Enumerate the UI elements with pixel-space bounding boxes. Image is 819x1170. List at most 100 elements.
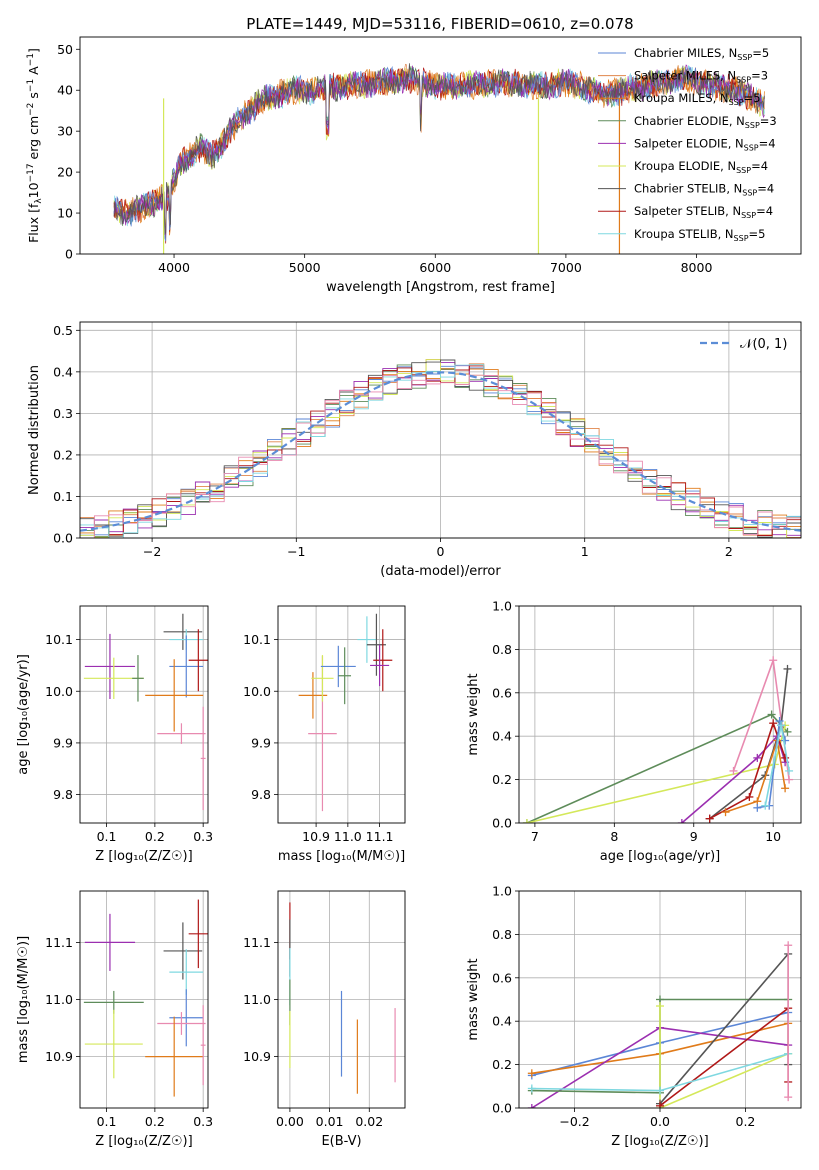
error-cross-point [157,1012,206,1035]
weight-line [526,725,786,823]
plus-marker [775,717,784,726]
grid-weight_vs_age [519,605,801,824]
axes-weight_vs_age: 7 8 9 10 0.0 0.2 0.4 0.6 0.8 1.0 [492,599,801,844]
legend-entry: Salpeter ELODIE, NSSP=4 [634,136,776,152]
legend-nssp-value: 4 [767,182,774,196]
y-tick-label: 0.4 [492,1014,512,1029]
y-tick-label: 1.0 [492,884,512,899]
axes-residuals: −2 −1 0 1 2 0.0 0.1 0.2 0.3 0.4 0.5 [53,322,801,559]
plus-marker [769,719,778,728]
error-cross-point [357,616,377,663]
x-tick-label: 0.1 [97,829,117,844]
y-tick-label: 20 [57,165,73,180]
legend-model: Chabrier MILES [634,46,721,60]
legend-nssp-label: , N [721,46,737,60]
y-tick-label: 0.6 [492,970,512,985]
legend-nssp-eq: = [749,227,759,241]
plus-marker [781,753,790,762]
plus-marker [785,775,794,784]
x-tick-label: 4000 [158,260,190,275]
plot-area-age_vs_Z [83,613,208,811]
x-tick-label: 0.3 [193,1114,213,1129]
y-tick-label: 10.1 [243,632,271,647]
spectrum-line [113,67,765,236]
y-tick-label: 0.4 [492,729,512,744]
error-cross-point [188,629,208,692]
error-cross-point [169,989,204,1047]
x-tick-label: 8000 [681,260,713,275]
y-tick-label: 0.5 [53,323,73,338]
ylabel-part: erg cm [26,116,41,164]
y-tick-label: 0.0 [492,816,512,831]
x-axis-label: Z [log₁₀(Z/Z☉)] [611,1134,708,1149]
y-tick-label: 11.0 [243,992,271,1007]
legend-entry: Kroupa MILES, NSSP=5 [634,91,761,107]
y-tick-label: 0 [65,247,73,262]
legend-model: Salpeter STELIB [634,204,725,218]
error-cross-point [84,633,136,699]
legend-nssp-value: 4 [766,204,773,218]
y-tick-label: 0.0 [53,531,73,546]
legend-nssp-eq: = [757,182,767,196]
spectrum-line [113,63,765,235]
y-tick-label: 0.1 [53,489,73,504]
axes-mass_vs_ebv: 0.00 0.01 0.02 10.9 11.0 11.1 [243,891,405,1129]
ylabel-part: ] [26,48,41,53]
error-cross-point [370,644,390,687]
legend-nssp-value: 4 [768,136,775,150]
plus-marker [527,1104,536,1108]
ylabel-sup: −17 [26,163,36,182]
x-tick-label: 6000 [419,260,451,275]
y-tick-label: 10.0 [45,684,73,699]
axes-age_vs_mass: 10.9 11.0 11.1 9.8 9.9 10.0 10.1 [243,606,405,844]
plus-marker [721,808,730,817]
x-tick-label: −0.2 [559,1114,589,1129]
x-tick-label: 0 [437,544,445,559]
axes-spectrum: 4000 5000 6000 7000 8000 0 10 20 30 40 50 [57,42,712,275]
plus-marker [784,1093,793,1102]
plus-marker [522,819,531,823]
legend-nssp-value: 3 [769,114,776,128]
legend-nssp-subscript: SSP [736,166,751,175]
plus-marker [745,792,754,801]
grid-mass_vs_Z [80,891,208,1108]
plus-marker [761,801,770,810]
plus-marker [784,941,793,950]
legend-nssp-eq: = [752,46,762,60]
legend-entry: Chabrier ELODIE, NSSP=3 [634,114,777,130]
error-cross-point [169,635,204,698]
legend-nssp-subscript: SSP [737,53,752,62]
x-tick-label: 0.02 [355,1114,383,1129]
legend-nssp-subscript: SSP [744,143,759,152]
x-tick-label: 0.0 [650,1114,670,1129]
weight-line [725,740,786,813]
weight-line [659,1006,789,1108]
error-cross-point [311,655,334,702]
legend-model: Kroupa MILES [634,91,713,105]
y-tick-label: 10.9 [243,1049,271,1064]
x-axis-label: Z [log₁₀(Z/Z☉)] [95,849,192,864]
histogram-series [80,374,801,538]
ylabel-part: s [26,92,41,103]
plus-marker [753,753,762,762]
plus-marker [656,1002,664,1011]
plus-marker [705,814,714,823]
histogram-series [80,359,801,538]
error-cross-point [163,922,203,980]
legend-model: Kroupa ELODIE [634,159,720,173]
plus-marker [781,736,790,745]
y-tick-label: 9.8 [251,787,271,802]
x-tick-label: 7000 [550,260,582,275]
legend-model: Kroupa STELIB [634,227,718,241]
legend-nssp-eq: = [751,69,761,83]
x-tick-label: 0.01 [316,1114,344,1129]
y-axis-label: mass weight [466,958,481,1040]
x-tick-label: 0.00 [276,1114,304,1129]
weight-line [681,734,786,823]
plus-marker [656,1101,664,1108]
axes-frame-residuals [79,321,802,539]
error-cross-point [145,1016,204,1097]
axes-frame-weight_vs_Z [518,890,802,1109]
legend-nssp-subscript: SSP [742,189,757,198]
